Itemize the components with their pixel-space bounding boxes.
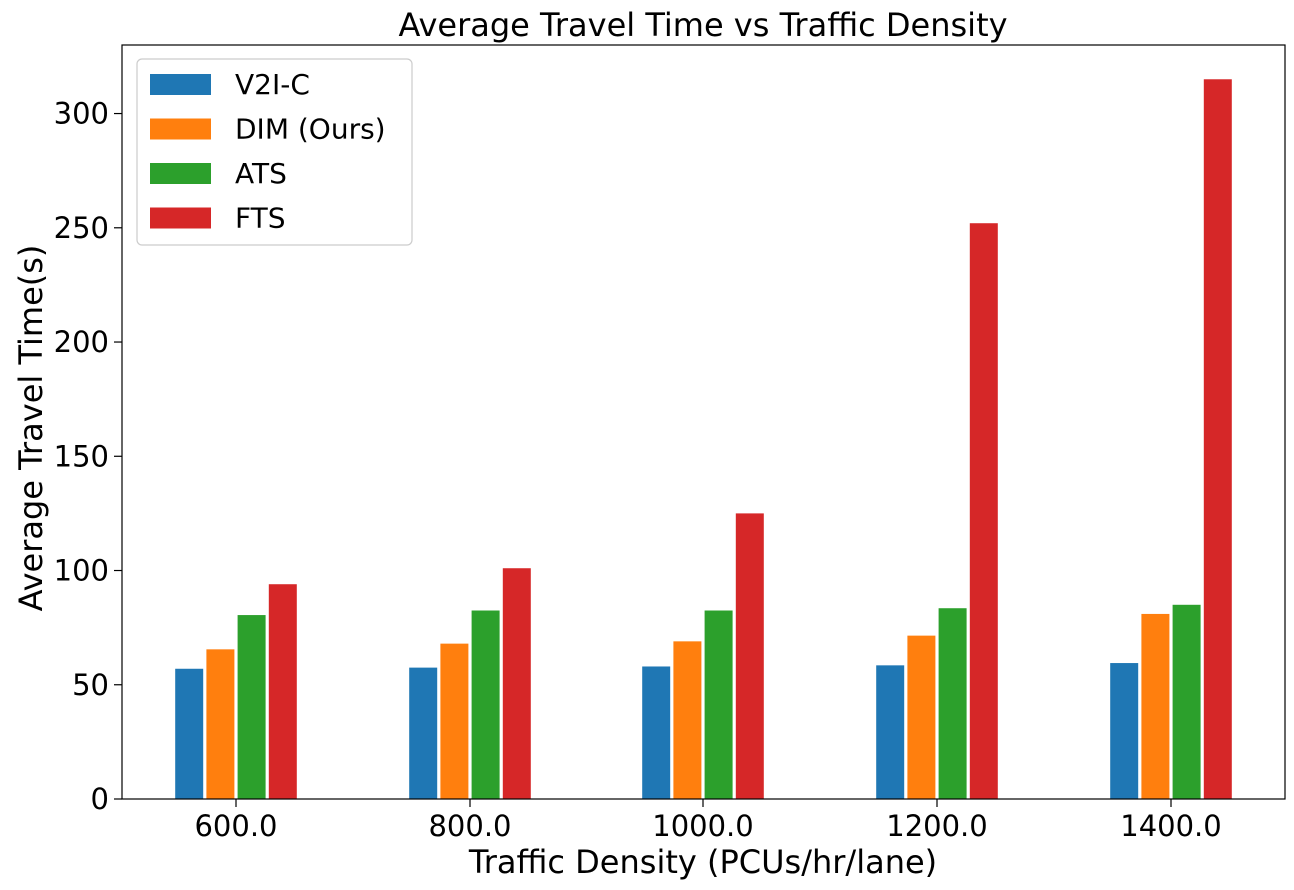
x-tick-label: 1400.0: [1120, 809, 1221, 843]
bar-v2i-c-1000-0: [642, 666, 671, 799]
y-tick-label: 150: [54, 439, 109, 473]
bar-ats-1000-0: [704, 610, 733, 799]
x-tick-label: 1000.0: [652, 809, 753, 843]
legend-label: ATS: [235, 157, 287, 190]
x-tick-label: 600.0: [194, 809, 277, 843]
legend-box: [136, 58, 413, 246]
bar-ats-600-0: [237, 615, 266, 799]
legend-swatch: [150, 207, 211, 229]
x-tick-label: 800.0: [428, 809, 511, 843]
legend-swatch: [150, 74, 211, 95]
legend-label: FTS: [235, 202, 286, 235]
bars-layer: [175, 79, 1232, 800]
chart-title: Average Travel Time vs Traffic Density: [398, 6, 1007, 44]
bar-ats-1400-0: [1172, 604, 1201, 799]
bar-v2i-c-600-0: [175, 668, 204, 799]
x-axis-label: Traffic Density (PCUs/hr/lane): [468, 843, 937, 881]
bar-dim-ours-1200-0: [907, 635, 936, 799]
bar-fts-1000-0: [735, 513, 764, 799]
legend-label: V2I-C: [235, 68, 310, 101]
bar-dim-ours-1400-0: [1141, 613, 1170, 799]
y-axis: 0 50 100 150 200 250 300: [54, 97, 122, 816]
bar-v2i-c-1400-0: [1110, 663, 1139, 799]
y-tick-label: 300: [54, 97, 109, 131]
x-tick-label: 1200.0: [886, 809, 987, 843]
y-tick-label: 0: [91, 782, 109, 816]
legend: V2I-C DIM (Ours) ATS FTS: [136, 58, 413, 246]
bar-ats-800-0: [471, 610, 500, 799]
bar-fts-800-0: [502, 568, 531, 799]
x-axis: 600.0 800.0 1000.0 1200.0 1400.0: [194, 799, 1222, 843]
bar-fts-1200-0: [969, 223, 998, 800]
legend-label: DIM (Ours): [235, 113, 386, 146]
y-axis-label: Average Travel Time(s): [12, 245, 50, 612]
bar-v2i-c-1200-0: [876, 665, 905, 799]
y-tick-label: 200: [54, 325, 109, 359]
bar-ats-1200-0: [938, 608, 967, 799]
bar-fts-1400-0: [1203, 79, 1232, 799]
bar-dim-ours-600-0: [206, 649, 235, 799]
legend-swatch: [150, 118, 211, 140]
y-tick-label: 250: [54, 211, 109, 245]
y-tick-label: 50: [72, 668, 109, 702]
legend-swatch: [150, 163, 211, 184]
bar-dim-ours-1000-0: [673, 641, 702, 799]
bar-fts-600-0: [268, 584, 297, 799]
bar-dim-ours-800-0: [440, 643, 469, 799]
bar-v2i-c-800-0: [409, 667, 438, 799]
y-tick-label: 100: [54, 554, 109, 588]
